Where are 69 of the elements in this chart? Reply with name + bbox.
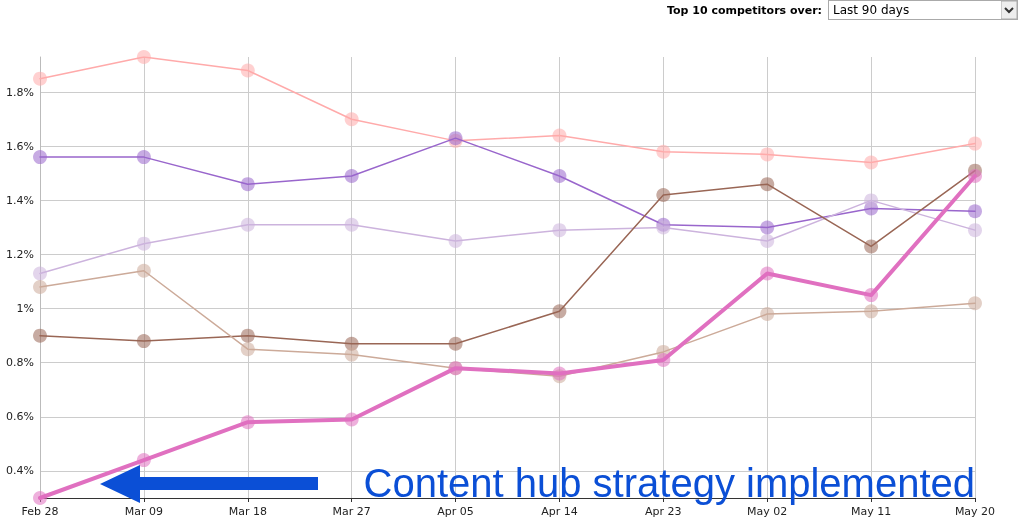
point — [33, 491, 47, 505]
point — [240, 415, 255, 430]
x-tick-label: Mar 18 — [228, 505, 267, 518]
point — [864, 239, 879, 254]
point — [344, 112, 359, 127]
point — [33, 328, 47, 343]
x-tick-label: May 11 — [850, 505, 892, 518]
point — [33, 266, 47, 281]
y-tick-label: 1.8% — [6, 85, 34, 99]
y-tick-label: 1.4% — [6, 193, 34, 207]
point — [552, 223, 567, 238]
point — [240, 63, 255, 78]
point — [33, 279, 47, 294]
y-tick-label: 1.6% — [6, 139, 34, 153]
point — [344, 217, 359, 232]
point — [968, 169, 982, 184]
point — [864, 193, 879, 208]
point — [33, 150, 47, 165]
point — [136, 150, 151, 165]
point — [552, 169, 567, 184]
x-tick-label: Apr 23 — [645, 505, 682, 518]
point — [344, 412, 359, 427]
point — [552, 128, 567, 143]
point — [760, 266, 775, 281]
x-tick-label: Apr 05 — [437, 505, 474, 518]
point — [760, 220, 775, 235]
point — [552, 304, 567, 319]
point — [240, 342, 255, 357]
y-tick-label: 0.4% — [6, 464, 34, 478]
point — [136, 263, 151, 278]
point — [656, 144, 671, 159]
x-tick-label: Feb 28 — [21, 505, 59, 518]
point — [240, 217, 255, 232]
x-tick-label: Mar 09 — [124, 505, 164, 518]
y-tick-label: 0.8% — [6, 356, 34, 370]
point — [344, 347, 359, 362]
point — [136, 453, 151, 468]
y-tick-label: 0.6% — [6, 410, 34, 424]
y-tick-label: 1.2% — [6, 248, 34, 261]
point — [240, 328, 255, 343]
point — [968, 136, 982, 151]
x-tick-label: Mar 27 — [332, 505, 371, 518]
point — [136, 50, 151, 64]
point — [33, 71, 47, 86]
x-tick-label: May 20 — [954, 505, 996, 518]
point — [864, 155, 879, 170]
point — [968, 296, 982, 311]
point — [448, 336, 463, 351]
point — [760, 307, 775, 322]
x-tick-label: May 02 — [747, 505, 788, 518]
point — [240, 177, 255, 192]
annotation: Content hub strategy implemented — [363, 461, 975, 505]
y-tick-label: 1% — [16, 302, 34, 316]
text: Top 10 competitors over: — [667, 3, 822, 17]
point — [136, 334, 151, 349]
point — [656, 187, 671, 202]
point — [656, 353, 671, 368]
point — [968, 204, 982, 219]
point — [760, 233, 775, 248]
point — [760, 147, 775, 162]
point — [760, 177, 775, 192]
point — [136, 236, 151, 251]
x-tick-label: Apr 14 — [541, 505, 578, 518]
point — [448, 233, 463, 248]
point — [864, 288, 879, 303]
text: Last 90 days — [833, 3, 910, 17]
point — [344, 169, 359, 184]
point — [968, 223, 982, 238]
point — [864, 304, 879, 319]
